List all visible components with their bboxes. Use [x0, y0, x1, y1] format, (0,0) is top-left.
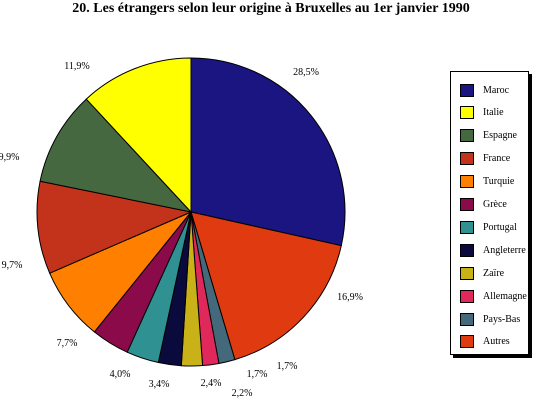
pie-label-angleterre: 2,4% — [201, 378, 222, 389]
legend-item-turquie: Turquie — [460, 174, 514, 190]
legend-label: Autres — [483, 336, 510, 348]
legend-item-espagne: Espagne — [460, 128, 517, 144]
legend-swatch — [460, 175, 474, 189]
pie-slices — [36, 57, 346, 367]
legend-label: Espagne — [483, 130, 517, 142]
legend-label: Zaïre — [483, 267, 505, 279]
legend-swatch — [460, 129, 474, 143]
legend: Maroc Italie Espagne France Turquie Grèce Port… — [450, 71, 529, 355]
legend-swatch — [460, 152, 474, 166]
legend-item-autres: Autres — [460, 334, 510, 350]
pie-label-allemagne: 1,7% — [247, 369, 268, 380]
legend-label: Turquie — [483, 176, 515, 188]
pie-label-turquie: 7,7% — [57, 338, 78, 349]
legend-label: Angleterre — [483, 244, 526, 256]
legend-swatch — [460, 335, 474, 349]
pie-label-autres: 16,9% — [337, 292, 363, 303]
legend-swatch — [460, 312, 474, 326]
pie-label-pays-bas: 1,7% — [277, 361, 298, 372]
pie-label-za-re: 2,2% — [232, 388, 253, 399]
pie-slice-italie — [85, 57, 192, 214]
legend-label: Allemagne — [483, 290, 527, 302]
legend-swatch — [460, 289, 474, 303]
pie-slice-maroc — [190, 57, 346, 247]
pie-label-espagne: 9,9% — [0, 152, 19, 163]
legend-label: Grèce — [483, 199, 507, 210]
pie-label-france: 9,7% — [2, 260, 23, 271]
legend-label: Italie — [483, 107, 504, 119]
legend-label: Portugal — [483, 221, 517, 233]
legend-swatch — [460, 198, 474, 211]
pie-labels: 28,5% 16,9% 1,7% 1,7% 2,2% 2,4% 3,4% 4,0% 7,7% 9,… — [0, 61, 363, 399]
legend-item-pays-bas: Pays-Bas — [460, 311, 520, 327]
pie-label-italie: 11,9% — [64, 61, 89, 72]
pie-label-gr-ce: 4,0% — [110, 369, 131, 380]
chart-title: 20. Les étrangers selon leur origine à B… — [72, 1, 470, 16]
legend-item-france: France — [460, 151, 510, 167]
legend-item-allemagne: Allemagne — [460, 288, 527, 304]
legend-item-maroc: Maroc — [460, 82, 509, 98]
pie-slice-autres — [190, 211, 342, 361]
legend-swatch — [460, 106, 474, 120]
legend-item-gr-ce: Grèce — [460, 197, 507, 213]
legend-item-portugal: Portugal — [460, 219, 517, 235]
legend-item-za-re: Zaïre — [460, 265, 504, 281]
legend-swatch — [460, 220, 474, 234]
pie-slice-espagne — [39, 98, 193, 213]
legend-swatch — [460, 266, 474, 280]
legend-item-angleterre: Angleterre — [460, 242, 526, 258]
pie-label-maroc: 28,5% — [293, 67, 319, 78]
legend-swatch — [460, 243, 474, 257]
legend-swatch — [460, 83, 474, 97]
legend-label: Maroc — [483, 84, 510, 96]
legend-item-italie: Italie — [460, 105, 504, 121]
legend-label: Pays-Bas — [483, 313, 521, 325]
pie-label-portugal: 3,4% — [149, 379, 170, 390]
legend-label: France — [483, 153, 511, 165]
